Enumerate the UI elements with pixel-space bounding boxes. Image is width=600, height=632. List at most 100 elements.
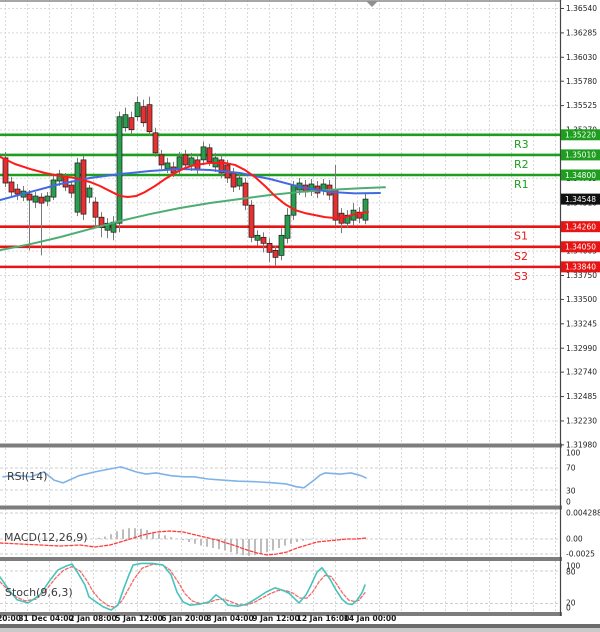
candle-body-up <box>134 102 141 118</box>
support-label-S3: S3 <box>514 270 528 283</box>
candle-body-down <box>356 211 363 219</box>
time-axis-label: 2 Jan 08:00 <box>69 614 117 623</box>
support-label-S1: S1 <box>514 230 528 243</box>
stoch-k-line <box>0 562 366 611</box>
candle-body-down <box>98 216 105 228</box>
support-price-S1-badge-text: 1.34260 <box>565 222 596 231</box>
price-axis-tick-label: 1.33500 <box>566 295 597 304</box>
resistance-price-R1-badge <box>561 169 600 181</box>
price-axis-tick-label: 1.35525 <box>566 101 597 110</box>
candle-body-down <box>218 159 225 174</box>
time-axis-label: 12 Jan 16:00 <box>297 614 350 623</box>
candle-body-down <box>26 193 33 201</box>
candle-body-up <box>122 114 129 129</box>
price-axis-tick-label: 1.31980 <box>566 440 597 449</box>
candle-body-up <box>116 116 123 224</box>
stoch-axis-label: 20 <box>566 599 576 608</box>
price-axis-tick-label: 1.36285 <box>566 28 597 37</box>
price-axis-tick-label: 1.32990 <box>566 344 597 353</box>
candle-body-up <box>50 179 57 198</box>
macd-axis-label: -0.0025 <box>566 550 595 559</box>
stoch-axis-label: 100 <box>566 562 581 571</box>
candle-body-up <box>74 162 81 213</box>
resistance-label-R1: R1 <box>514 178 529 191</box>
macd-axis-label: 0.004288 <box>566 509 600 518</box>
ma-mid-blue-line <box>0 167 381 202</box>
candle-body-down <box>152 132 159 154</box>
time-axis-label: 31 Dec 04:00 <box>18 614 73 623</box>
price-axis-tick-label: 1.35780 <box>566 77 597 86</box>
support-price-S3-badge-text: 1.33840 <box>565 263 596 272</box>
candle-body-down <box>206 147 213 163</box>
price-axis-tick-label: 1.33245 <box>566 319 597 328</box>
bottom-band-light <box>0 628 600 632</box>
stoch-axis-label: 80 <box>566 568 576 577</box>
candle-body-down <box>140 106 147 124</box>
macd-pane-label: MACD(12,26,9) <box>4 531 88 544</box>
current-price-badge-text: 1.34548 <box>565 195 596 204</box>
resistance-label-R2: R2 <box>514 158 529 171</box>
candle-body-up <box>254 234 261 241</box>
rsi-axis-label: 30 <box>566 487 576 496</box>
pane-separator <box>0 505 562 510</box>
candle-body-down <box>8 181 15 193</box>
support-label-S2: S2 <box>514 250 528 263</box>
candle-body-down <box>248 204 255 238</box>
stoch-d-line <box>0 563 366 608</box>
candle-body-down <box>242 182 249 206</box>
candle-body-up <box>32 195 39 203</box>
support-price-S1-badge <box>561 221 600 233</box>
resistance-price-R3-badge <box>561 129 600 141</box>
bottom-band <box>0 624 600 628</box>
macd-axis-label: 0.00 <box>566 535 583 544</box>
support-price-S3-badge <box>561 261 600 273</box>
candle-body-down <box>14 188 21 195</box>
pane-separator <box>0 612 562 616</box>
time-axis-label: 8 Jan 04:00 <box>206 614 254 623</box>
resistance-label-R3: R3 <box>514 138 529 151</box>
resistance-price-R1-badge-text: 1.34800 <box>565 171 596 180</box>
candle-body-down <box>182 154 189 166</box>
candle-body-down <box>230 172 237 188</box>
candle-body-down <box>158 154 165 166</box>
candle-body-up <box>344 214 351 224</box>
stoch-pane-label: Stoch(9,6,3) <box>5 586 73 599</box>
support-price-S2-badge-text: 1.34050 <box>565 243 596 252</box>
candle-body-down <box>80 159 87 215</box>
candle-body-up <box>200 146 207 161</box>
candle-body-down <box>332 189 339 221</box>
time-axis-label: 14 Jan 00:00 <box>344 614 397 623</box>
rsi-axis-label: 70 <box>566 464 576 473</box>
rsi-axis-label: 100 <box>566 449 581 458</box>
time-axis-label: 9 Jan 12:00 <box>252 614 300 623</box>
support-price-S2-badge <box>561 241 600 253</box>
candle-body-up <box>86 187 93 198</box>
candle-body-down <box>128 117 135 131</box>
rsi-pane-label: RSI(14) <box>7 470 48 483</box>
candle-body-down <box>38 196 45 204</box>
time-axis-label: 5 Jan 12:00 <box>115 614 163 623</box>
candle-body-down <box>2 157 9 184</box>
rsi-axis-label: 0 <box>566 498 571 507</box>
price-axis-tick-label: 1.36540 <box>566 4 597 13</box>
candle-body-down <box>146 104 153 133</box>
time-axis-label: 20:00 <box>0 614 21 623</box>
candle-body-down <box>92 201 99 218</box>
candle-body-up <box>104 222 111 231</box>
candle-body-down <box>68 184 75 194</box>
price-axis-tick-label: 1.32485 <box>566 392 597 401</box>
candle-body-down <box>272 249 279 258</box>
resistance-price-R2-badge-text: 1.35010 <box>565 151 596 160</box>
pane-separator <box>0 557 562 561</box>
candle-body-up <box>278 234 285 256</box>
price-axis-tick-label: 1.32230 <box>566 417 597 426</box>
candle-body-up <box>284 214 291 239</box>
resistance-price-R2-badge <box>561 149 600 161</box>
candle-body-down <box>260 236 267 244</box>
candle-body-up <box>362 198 369 221</box>
pane-separator <box>0 443 562 448</box>
price-axis-tick-label: 1.33750 <box>566 271 597 280</box>
